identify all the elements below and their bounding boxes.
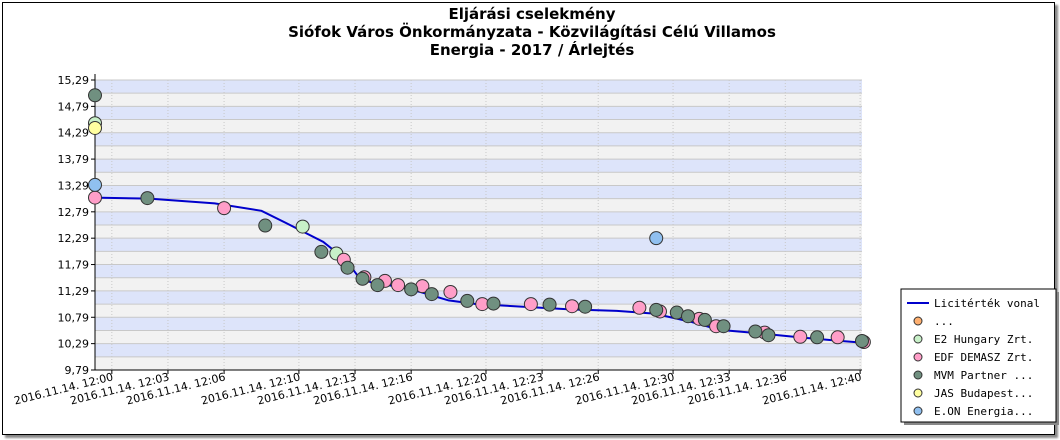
data-point-series-6 (649, 231, 664, 246)
data-point-series-4 (649, 302, 664, 317)
data-point-series-3 (565, 299, 580, 314)
data-point-series-4 (404, 282, 419, 297)
data-point-series-4 (88, 88, 102, 103)
data-point-series-4 (370, 278, 385, 293)
band-blue (95, 80, 862, 94)
legend-swatch-marker (913, 316, 923, 326)
legend-entry-label: JAS Budapest... (934, 387, 1033, 400)
band-blue (95, 211, 862, 225)
data-point-series-3 (632, 300, 647, 315)
data-point-series-4 (258, 218, 273, 233)
y-tick-label: 9,79 (65, 364, 90, 377)
bid-markers (88, 88, 871, 350)
data-point-series-3 (443, 284, 458, 299)
data-point-series-4 (748, 324, 763, 339)
band-light (95, 172, 862, 186)
legend-swatch-marker (913, 406, 923, 416)
y-tick-label: 12,29 (58, 232, 90, 245)
band-blue (95, 238, 862, 252)
data-point-series-5 (88, 120, 102, 135)
legend-entry-label: E2 Hungary Zrt. (934, 333, 1033, 346)
chart-title: Eljárási cselekmény Siófok Város Önkormá… (288, 5, 776, 59)
y-tick-label: 13,29 (58, 179, 90, 192)
chart-title-line-2: Siófok Város Önkormányzata - Közvilágítá… (288, 22, 776, 41)
bid-line-series (94, 196, 863, 344)
legend: Licitérték vonal... E2 Hungary Zrt. EDF DE… (900, 288, 1059, 425)
data-point-series-3 (391, 278, 406, 293)
legend-entry-label: ... (934, 315, 954, 328)
y-tick-label: 12,79 (58, 206, 90, 219)
band-blue (95, 185, 862, 199)
y-tick-label: 15,29 (58, 74, 90, 87)
y-tick-label: 10,79 (58, 311, 90, 324)
y-tick-label: 10,29 (58, 338, 90, 351)
legend-box (900, 288, 1057, 423)
data-point-series-2 (295, 219, 310, 234)
band-blue (95, 264, 862, 278)
data-point-series-4 (810, 330, 825, 345)
data-point-series-3 (830, 330, 845, 345)
data-point-series-4 (716, 319, 731, 334)
data-point-series-4 (314, 244, 329, 259)
band-light (95, 198, 862, 212)
data-point-series-4 (486, 296, 501, 311)
legend-swatch-marker (913, 352, 923, 362)
data-point-series-4 (761, 328, 776, 343)
data-point-series-3 (88, 190, 102, 205)
data-point-series-4 (460, 293, 475, 308)
legend-swatch-marker (913, 370, 923, 380)
data-point-series-3 (793, 329, 808, 344)
legend-entry-label: MVM Partner ... (934, 369, 1033, 382)
y-axis-ticks: 15,29 14,79 14,29 13,79 13,29 12,79 12,29 11,79… (58, 74, 95, 377)
data-point-series-4 (578, 299, 593, 314)
data-point-series-4 (340, 260, 355, 275)
data-point-series-3 (217, 201, 232, 216)
band-light (95, 356, 862, 370)
band-light (95, 93, 862, 107)
legend-swatch-marker (913, 388, 923, 398)
band-blue (95, 290, 862, 305)
band-blue (95, 106, 862, 120)
data-point-series-4 (681, 309, 696, 324)
band-blue (95, 159, 862, 173)
band-blue (95, 317, 862, 331)
data-point-series-4 (424, 287, 439, 302)
band-light (95, 145, 862, 160)
data-point-series-3 (523, 297, 538, 312)
y-tick-label: 14,79 (58, 100, 90, 113)
band-light (95, 251, 862, 265)
data-point-series-4 (697, 312, 712, 327)
legend-entry-label: Licitérték vonal (934, 297, 1040, 310)
band-light (95, 330, 862, 344)
band-light (95, 225, 862, 239)
y-tick-label: 14,29 (58, 127, 90, 140)
data-point-series-4 (855, 334, 869, 348)
data-point-series-6 (88, 177, 102, 192)
data-point-series-4 (542, 297, 557, 312)
chart-title-line-3: Energia - 2017 / Árlejtés (430, 40, 635, 59)
band-blue (95, 343, 862, 357)
data-point-series-4 (140, 191, 155, 206)
y-tick-label: 11,79 (58, 259, 90, 272)
data-point-series-4 (355, 271, 370, 286)
y-tick-label: 13,79 (58, 153, 90, 166)
series-line-licitertek (94, 196, 863, 344)
legend-entry-label: EDF DEMASZ Zrt. (934, 351, 1033, 364)
band-light (95, 119, 862, 133)
legend-swatch-marker (913, 334, 923, 344)
chart-title-line-1: Eljárási cselekmény (448, 5, 615, 23)
legend-entry-label: E.ON Energia... (934, 405, 1033, 418)
y-tick-label: 11,29 (58, 285, 90, 298)
band-light (95, 277, 862, 291)
band-blue (95, 132, 862, 146)
